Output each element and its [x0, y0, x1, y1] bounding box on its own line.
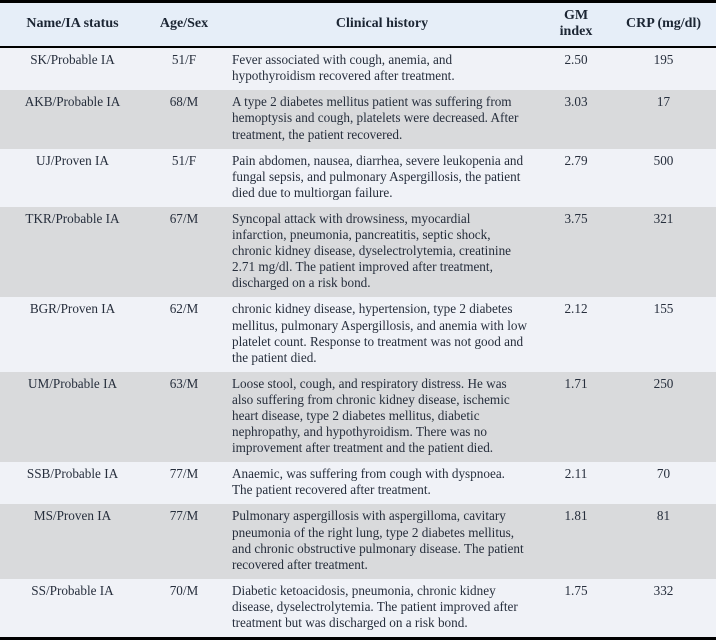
table-row: AKB/Probable IA 68/M A type 2 diabetes m…: [0, 90, 716, 149]
crp-cell: 70: [656, 466, 671, 482]
crp-cell: 17: [656, 94, 671, 110]
table-row: SS/Probable IA 70/M Diabetic ketoacidosi…: [0, 578, 716, 639]
table-header: Name/IA status Age/Sex Clinical history …: [0, 1, 716, 49]
table-body: SK/Probable IA 51/F Fever associated wit…: [0, 47, 716, 639]
gm-index-cell: 3.03: [564, 94, 588, 110]
name-ia-status-cell: UJ/Proven IA: [36, 152, 109, 168]
clinical-history-cell: Diabetic ketoacidosis, pneumonia, chroni…: [232, 582, 518, 630]
column-header-clinical-history: Clinical history: [223, 1, 541, 49]
crp-cell: 195: [653, 52, 674, 68]
column-header-name-ia-status: Name/IA status: [0, 1, 145, 49]
table-row: MS/Proven IA 77/M Pulmonary aspergillosi…: [0, 504, 716, 579]
column-header-age-sex: Age/Sex: [145, 1, 223, 49]
table-row: SK/Probable IA 51/F Fever associated wit…: [0, 47, 716, 91]
gm-index-cell: 2.11: [564, 466, 588, 482]
age-sex-cell: 70/M: [169, 582, 199, 598]
clinical-history-cell: chronic kidney disease, hypertension, ty…: [232, 301, 527, 365]
column-header-crp: CRP (mg/dl): [611, 1, 716, 49]
table-row: UM/Probable IA 63/M Loose stool, cough, …: [0, 371, 716, 463]
gm-index-cell: 2.50: [564, 52, 588, 68]
crp-cell: 500: [653, 152, 674, 168]
age-sex-cell: 67/M: [169, 210, 199, 226]
gm-index-cell: 3.75: [564, 210, 588, 226]
gm-index-cell: 1.71: [564, 375, 588, 391]
crp-cell: 321: [653, 210, 674, 226]
crp-cell: 332: [653, 582, 674, 598]
gm-index-cell: 2.79: [564, 152, 588, 168]
table-row: SSB/Probable IA 77/M Anaemic, was suffer…: [0, 462, 716, 505]
crp-cell: 155: [653, 301, 674, 317]
clinical-history-cell: Pulmonary aspergillosis with aspergillom…: [232, 508, 524, 572]
clinical-history-cell: Pain abdomen, nausea, diarrhea, severe l…: [232, 152, 524, 200]
age-sex-cell: 51/F: [171, 152, 197, 168]
name-ia-status-cell: SS/Probable IA: [31, 582, 114, 598]
name-ia-status-cell: AKB/Probable IA: [24, 94, 121, 110]
name-ia-status-cell: SSB/Probable IA: [26, 466, 119, 482]
clinical-history-cell: Anaemic, was suffering from cough with d…: [232, 466, 505, 498]
table-row: UJ/Proven IA 51/F Pain abdomen, nausea, …: [0, 148, 716, 207]
age-sex-cell: 62/M: [169, 301, 199, 317]
crp-cell: 81: [656, 508, 671, 524]
age-sex-cell: 51/F: [171, 52, 197, 68]
name-ia-status-cell: TKR/Probable IA: [25, 210, 120, 226]
table-header-row: Name/IA status Age/Sex Clinical history …: [0, 1, 716, 49]
column-header-gm-index: GM index: [541, 1, 611, 49]
gm-index-cell: 2.12: [564, 301, 588, 317]
name-ia-status-cell: UM/Probable IA: [27, 375, 117, 391]
table-row: BGR/Proven IA 62/M chronic kidney diseas…: [0, 297, 716, 372]
table-row: TKR/Probable IA 67/M Syncopal attack wit…: [0, 206, 716, 298]
crp-cell: 250: [653, 375, 674, 391]
clinical-history-cell: Syncopal attack with drowsiness, myocard…: [232, 210, 512, 291]
clinical-history-cell: Loose stool, cough, and respiratory dist…: [232, 375, 510, 456]
clinical-history-cell: A type 2 diabetes mellitus patient was s…: [232, 94, 519, 142]
clinical-history-cell: Fever associated with cough, anemia, and…: [232, 52, 455, 84]
name-ia-status-cell: SK/Probable IA: [30, 52, 115, 68]
name-ia-status-cell: BGR/Proven IA: [29, 301, 116, 317]
name-ia-status-cell: MS/Proven IA: [33, 508, 112, 524]
gm-index-cell: 1.81: [564, 508, 588, 524]
age-sex-cell: 63/M: [169, 375, 199, 391]
age-sex-cell: 68/M: [169, 94, 199, 110]
gm-index-cell: 1.75: [564, 582, 588, 598]
age-sex-cell: 77/M: [169, 508, 199, 524]
age-sex-cell: 77/M: [169, 466, 199, 482]
